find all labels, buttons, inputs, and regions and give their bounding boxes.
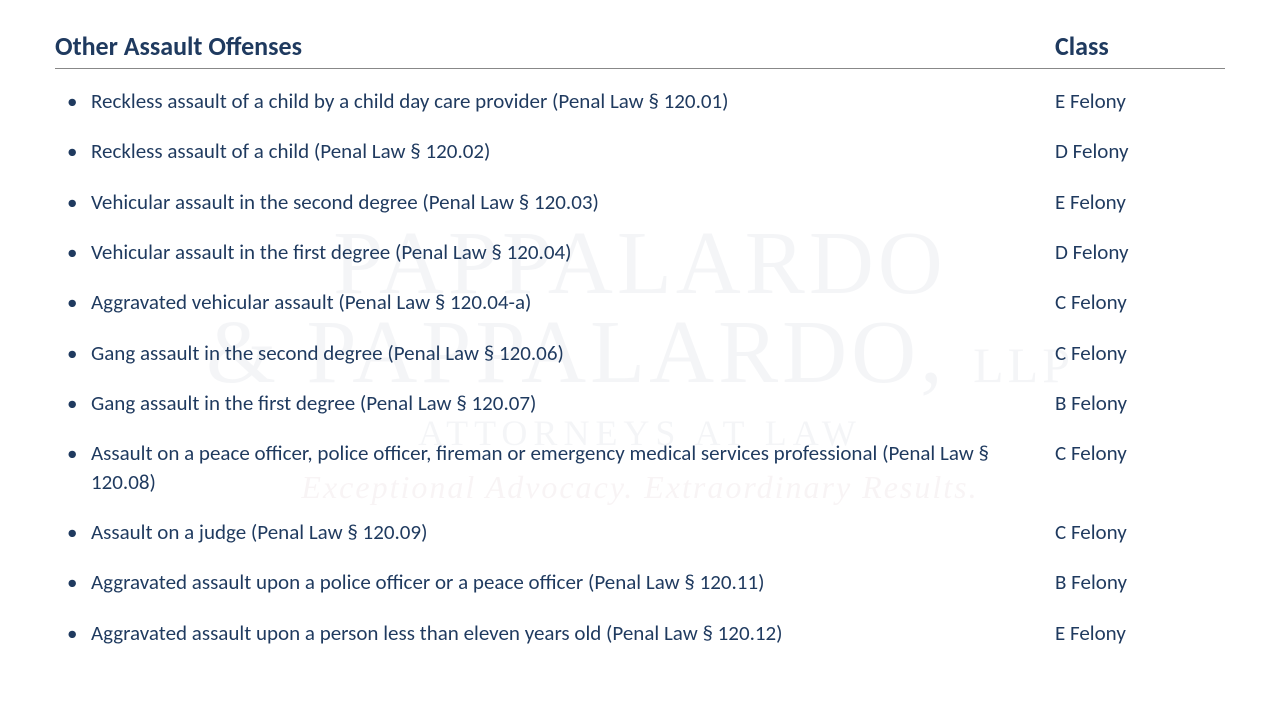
offense-class: B Felony [1055,568,1225,596]
list-item: •Assault on a judge (Penal Law § 120.09)… [55,518,1225,546]
header-class: Class [1055,30,1225,62]
bullet-icon: • [55,439,91,496]
bullet-icon: • [55,87,91,115]
offense-text: Vehicular assault in the first degree (P… [91,238,1055,266]
table-header: Other Assault Offenses Class [55,30,1225,69]
offense-text: Aggravated assault upon a person less th… [91,619,1055,647]
bullet-icon: • [55,568,91,596]
bullet-icon: • [55,137,91,165]
list-item: •Vehicular assault in the second degree … [55,188,1225,216]
offense-class: E Felony [1055,87,1225,115]
list-item: •Reckless assault of a child (Penal Law … [55,137,1225,165]
list-item: •Gang assault in the first degree (Penal… [55,389,1225,417]
list-item: •Aggravated vehicular assault (Penal Law… [55,288,1225,316]
bullet-icon: • [55,238,91,266]
offense-class: D Felony [1055,238,1225,266]
offense-class: D Felony [1055,137,1225,165]
offense-text: Aggravated vehicular assault (Penal Law … [91,288,1055,316]
offense-text: Gang assault in the first degree (Penal … [91,389,1055,417]
offense-text: Vehicular assault in the second degree (… [91,188,1055,216]
offense-list: •Reckless assault of a child by a child … [55,87,1225,647]
offense-text: Gang assault in the second degree (Penal… [91,339,1055,367]
offense-text: Aggravated assault upon a police officer… [91,568,1055,596]
bullet-icon: • [55,389,91,417]
bullet-icon: • [55,188,91,216]
list-item: •Assault on a peace officer, police offi… [55,439,1225,496]
offense-class: C Felony [1055,518,1225,546]
list-item: •Aggravated assault upon a police office… [55,568,1225,596]
slide-content: Other Assault Offenses Class •Reckless a… [0,0,1280,699]
list-item: •Gang assault in the second degree (Pena… [55,339,1225,367]
bullet-icon: • [55,339,91,367]
list-item: •Reckless assault of a child by a child … [55,87,1225,115]
offense-class: C Felony [1055,439,1225,496]
offense-class: B Felony [1055,389,1225,417]
offense-class: E Felony [1055,188,1225,216]
bullet-icon: • [55,619,91,647]
offense-class: C Felony [1055,339,1225,367]
offense-class: C Felony [1055,288,1225,316]
offense-class: E Felony [1055,619,1225,647]
offense-text: Assault on a peace officer, police offic… [91,439,1055,496]
header-offenses: Other Assault Offenses [55,30,302,62]
bullet-icon: • [55,518,91,546]
list-item: •Aggravated assault upon a person less t… [55,619,1225,647]
offense-text: Assault on a judge (Penal Law § 120.09) [91,518,1055,546]
bullet-icon: • [55,288,91,316]
offense-text: Reckless assault of a child by a child d… [91,87,1055,115]
offense-text: Reckless assault of a child (Penal Law §… [91,137,1055,165]
list-item: •Vehicular assault in the first degree (… [55,238,1225,266]
